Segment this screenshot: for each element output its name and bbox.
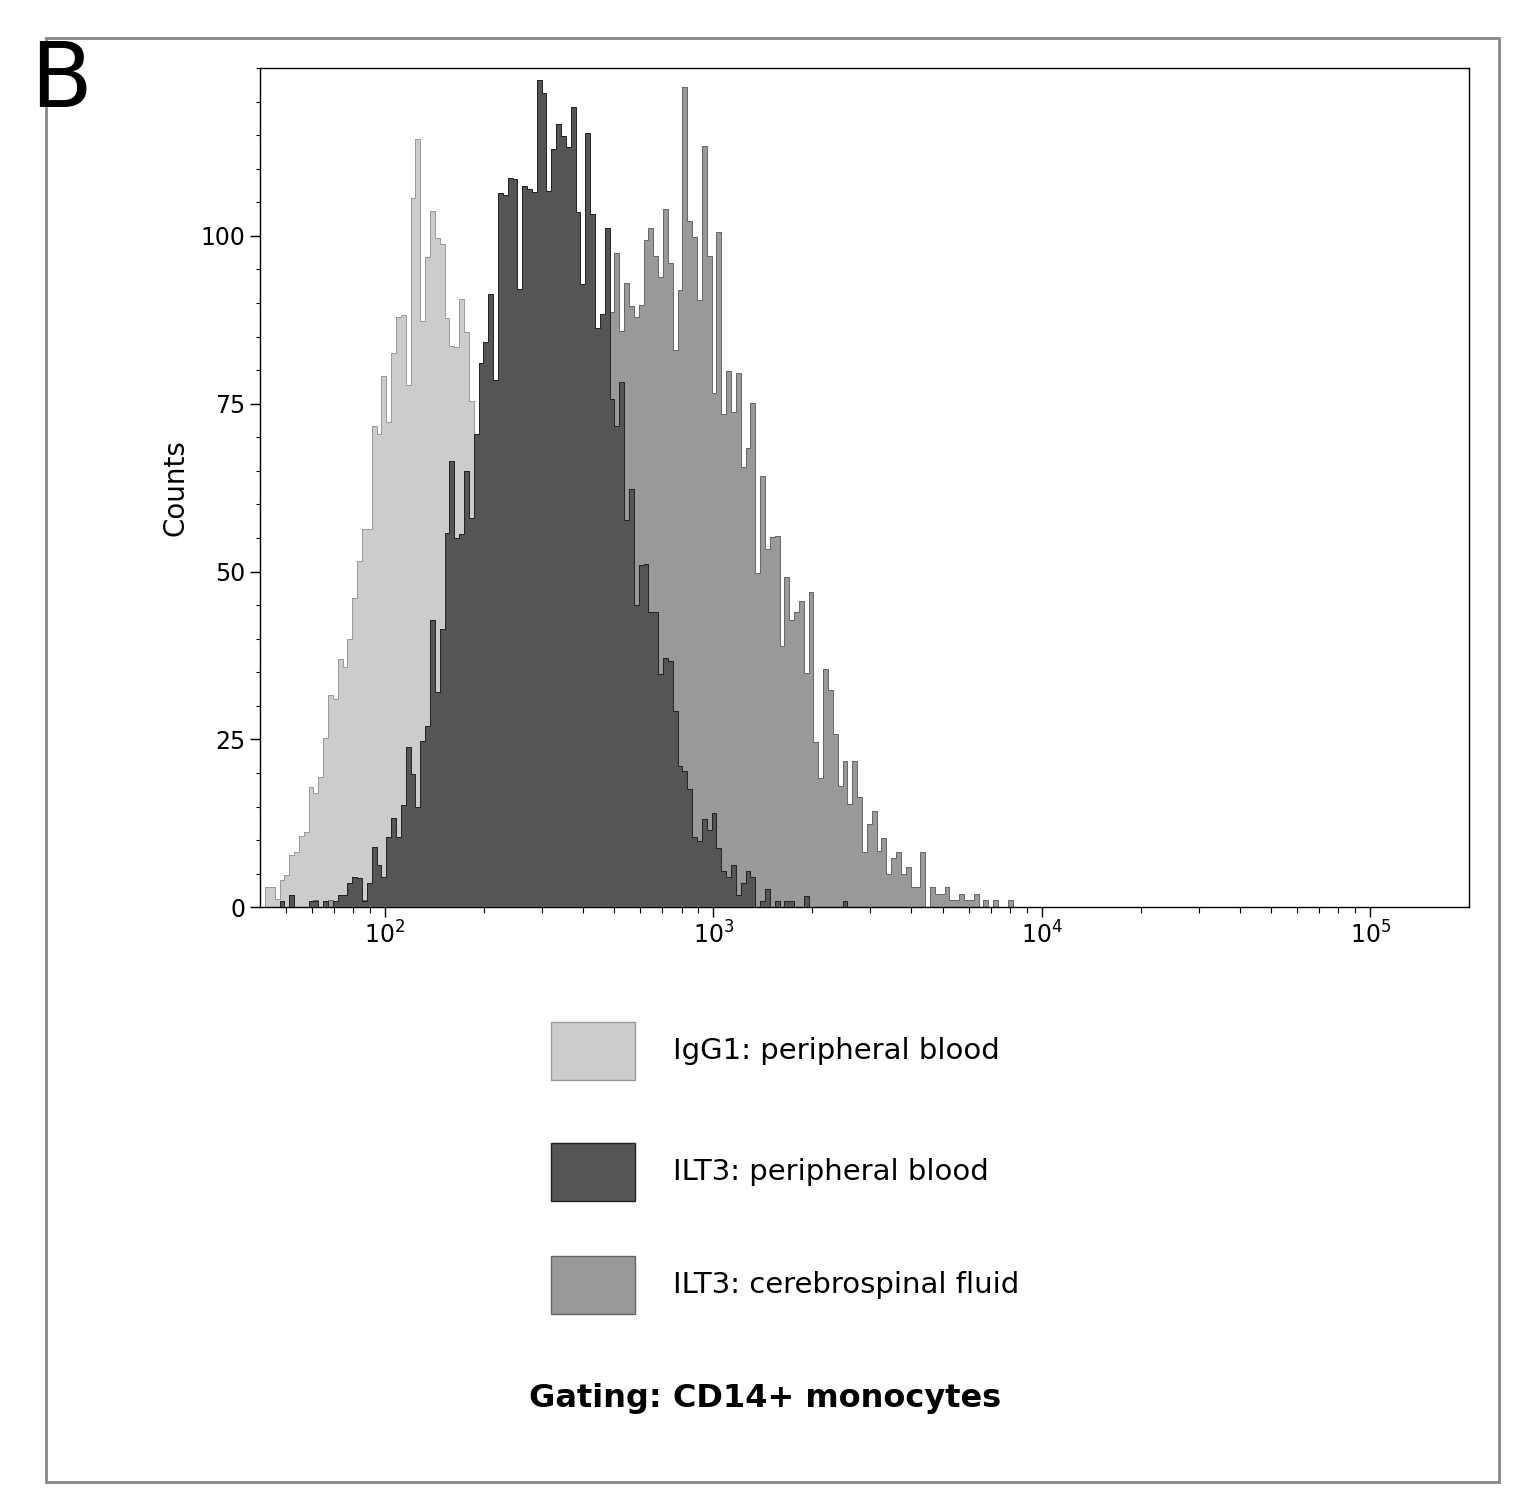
Y-axis label: Counts: Counts: [162, 438, 190, 537]
Text: Gating: CD14+ monocytes: Gating: CD14+ monocytes: [529, 1383, 1001, 1414]
Text: IgG1: peripheral blood: IgG1: peripheral blood: [673, 1037, 1001, 1064]
Text: ILT3: peripheral blood: ILT3: peripheral blood: [673, 1158, 988, 1185]
Text: ILT3: cerebrospinal fluid: ILT3: cerebrospinal fluid: [673, 1272, 1019, 1299]
Text: B: B: [31, 38, 92, 125]
